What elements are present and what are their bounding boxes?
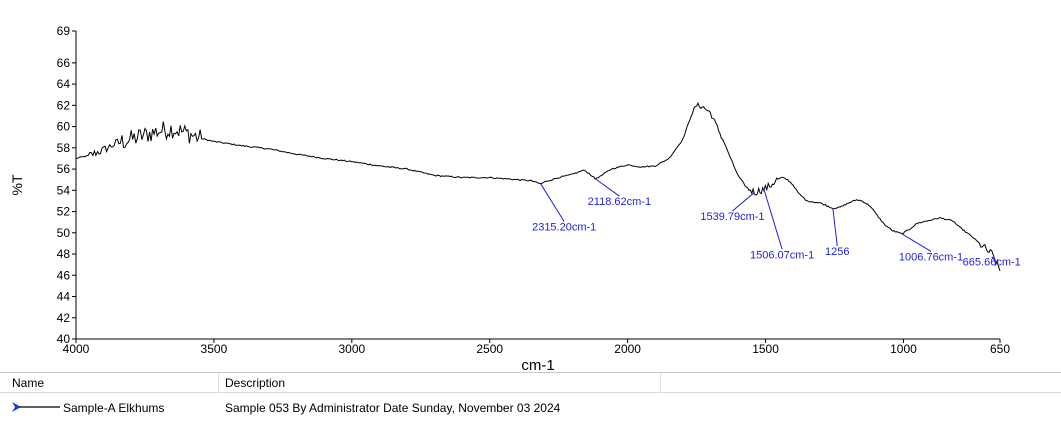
y-tick-label: 64 bbox=[57, 77, 71, 91]
y-tick-label: 56 bbox=[57, 162, 71, 176]
column-separator[interactable] bbox=[218, 373, 219, 393]
peak-annotation-label: 1006.76cm-1 bbox=[899, 251, 963, 263]
series-name: Sample-A Elkhums bbox=[63, 401, 165, 415]
legend-header: Name Description bbox=[0, 372, 1061, 393]
x-tick-label: 650 bbox=[990, 342, 1010, 356]
y-tick-label: 60 bbox=[57, 120, 71, 134]
peak-annotation-leader bbox=[991, 256, 997, 262]
ir-spectrum-chart[interactable]: 40 42 44 46 48 50 52 54 56 58 60 62 64 66 69 4000 3500 30… bbox=[0, 0, 1061, 372]
y-tick-label: 50 bbox=[57, 226, 71, 240]
y-tick-label: 58 bbox=[57, 141, 71, 155]
spectrum-plot[interactable]: 40 42 44 46 48 50 52 54 56 58 60 62 64 66 69 4000 3500 30… bbox=[0, 0, 1061, 372]
peak-annotation-leader bbox=[832, 208, 838, 247]
x-tick-label: 3500 bbox=[201, 342, 228, 356]
legend-row-sample[interactable]: Sample-A Elkhums Sample 053 By Administr… bbox=[0, 397, 1061, 417]
column-header-name[interactable]: Name bbox=[12, 376, 45, 390]
y-tick-label: 42 bbox=[57, 311, 71, 325]
y-tick-label: 48 bbox=[57, 247, 71, 261]
y-tick-label: 40 bbox=[57, 332, 71, 346]
peak-annotation-leader bbox=[732, 192, 755, 212]
y-axis-label: %T bbox=[9, 174, 25, 195]
peak-annotation-leader bbox=[540, 183, 565, 222]
column-header-description[interactable]: Description bbox=[225, 376, 286, 390]
x-axis-label: cm-1 bbox=[521, 357, 554, 372]
peak-annotation-label: 1506.07cm-1 bbox=[750, 249, 814, 261]
y-tick-label: 52 bbox=[57, 205, 71, 219]
peak-annotation-label: 2315.20cm-1 bbox=[532, 222, 596, 234]
column-separator[interactable] bbox=[660, 373, 661, 393]
y-tick-label: 46 bbox=[57, 268, 71, 282]
x-tick-label: 2000 bbox=[614, 342, 641, 356]
x-tick-label: 3000 bbox=[338, 342, 365, 356]
series-line-sample-a[interactable] bbox=[76, 101, 1001, 272]
peak-annotation-label: 2118.62cm-1 bbox=[588, 196, 651, 208]
peak-annotation-label: 665.66cm-1 bbox=[963, 257, 1021, 269]
peak-annotation-label: 1256 bbox=[825, 246, 849, 258]
arrow-marker-icon bbox=[12, 402, 21, 412]
x-tick-label: 4000 bbox=[63, 342, 90, 356]
x-tick-label: 1500 bbox=[752, 342, 779, 356]
x-tick-label: 2500 bbox=[476, 342, 503, 356]
series-line-marker-icon bbox=[12, 402, 60, 412]
y-tick-label: 54 bbox=[57, 183, 71, 197]
peak-annotation-leader bbox=[901, 233, 932, 252]
peak-annotation-label: 1539.79cm-1 bbox=[700, 211, 764, 223]
series-description: Sample 053 By Administrator Date Sunday,… bbox=[225, 401, 561, 415]
y-tick-label: 69 bbox=[57, 24, 71, 38]
y-tick-label: 62 bbox=[57, 98, 71, 112]
peak-annotation-leader bbox=[594, 178, 620, 197]
y-tick-label: 66 bbox=[57, 56, 71, 70]
peak-annotation-leader bbox=[763, 189, 783, 250]
x-tick-label: 1000 bbox=[890, 342, 917, 356]
legend-panel: Name Description Sample-A Elkhums Sample… bbox=[0, 372, 1061, 432]
y-tick-label: 44 bbox=[57, 290, 71, 304]
